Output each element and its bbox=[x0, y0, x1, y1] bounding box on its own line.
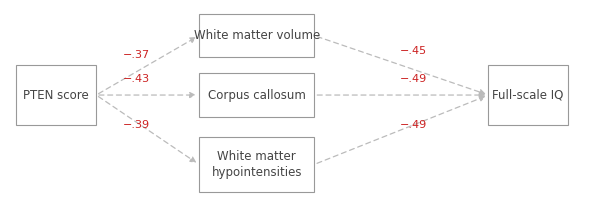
Text: −.37: −.37 bbox=[123, 50, 150, 60]
FancyBboxPatch shape bbox=[199, 14, 314, 57]
Text: −.49: −.49 bbox=[399, 74, 427, 84]
Text: Corpus callosum: Corpus callosum bbox=[208, 89, 306, 102]
FancyBboxPatch shape bbox=[199, 73, 314, 117]
Text: −.49: −.49 bbox=[399, 120, 427, 130]
FancyBboxPatch shape bbox=[16, 65, 96, 125]
Text: −.43: −.43 bbox=[123, 74, 150, 84]
FancyBboxPatch shape bbox=[489, 65, 568, 125]
Text: −.45: −.45 bbox=[399, 47, 427, 56]
Text: PTEN score: PTEN score bbox=[23, 89, 89, 102]
FancyBboxPatch shape bbox=[199, 137, 314, 192]
Text: −.39: −.39 bbox=[123, 120, 150, 130]
Text: White matter
hypointensities: White matter hypointensities bbox=[211, 150, 302, 179]
Text: Full-scale IQ: Full-scale IQ bbox=[493, 89, 563, 102]
Text: White matter volume: White matter volume bbox=[194, 29, 320, 42]
